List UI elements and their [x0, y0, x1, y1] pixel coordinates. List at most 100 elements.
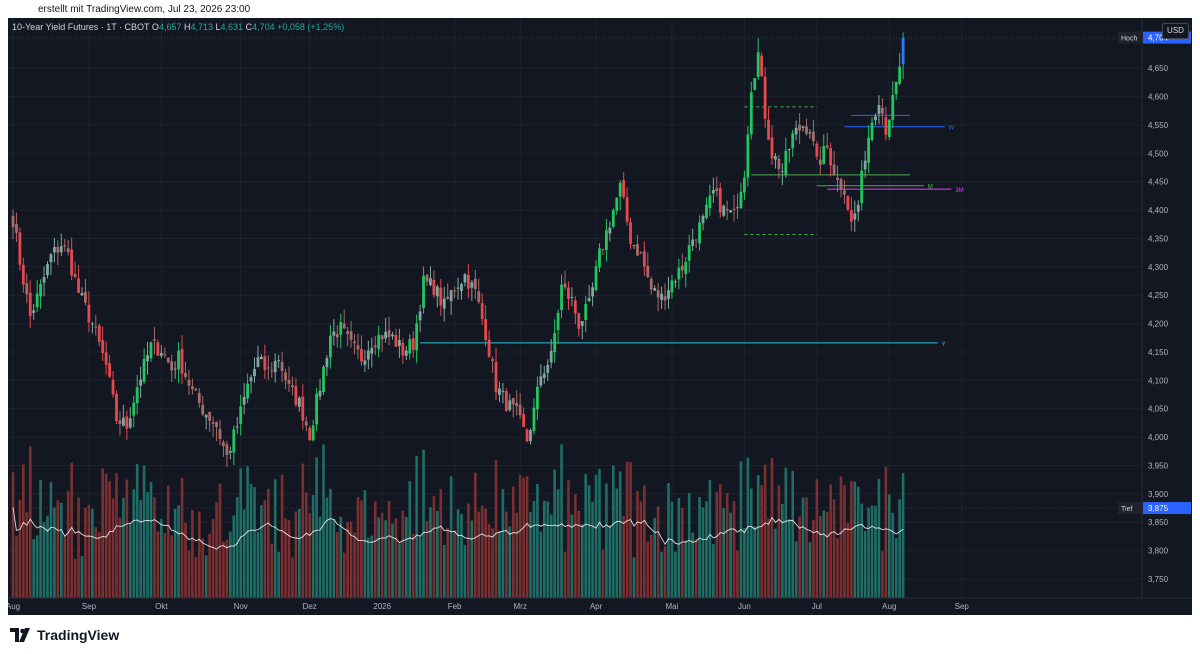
volume-bar — [522, 477, 525, 598]
candle-body — [339, 322, 343, 335]
legend-high-label: H — [183, 22, 191, 32]
candle-body — [370, 347, 374, 354]
time-tick-label: Sep — [82, 602, 97, 611]
time-tick-label: Dez — [303, 602, 317, 611]
price-tick-label: 3,800 — [1148, 547, 1169, 556]
candle-body — [642, 251, 646, 267]
volume-bar — [639, 501, 643, 598]
volume-bar — [94, 527, 98, 598]
volume-bar — [356, 497, 360, 598]
volume-bar — [187, 550, 191, 598]
legend-change: +0,058 (+1,25%) — [277, 22, 345, 32]
time-tick-label: Sep — [955, 602, 970, 611]
candle-body — [70, 249, 74, 276]
volume-bar — [46, 515, 49, 598]
candle-body — [553, 333, 557, 353]
volume-bar — [401, 510, 405, 598]
candle-body — [560, 284, 563, 311]
time-tick-label: Aug — [882, 602, 896, 611]
volume-bar — [801, 497, 805, 598]
price-tick-label: 4,350 — [1148, 234, 1169, 243]
volume-bar — [743, 527, 746, 598]
volume-bar — [653, 517, 656, 598]
candle-body — [387, 330, 391, 338]
volume-bar — [391, 523, 394, 598]
candle-body — [194, 388, 198, 391]
volume-bar — [166, 485, 170, 598]
candle-body — [563, 283, 567, 288]
candle-body — [777, 158, 781, 170]
volume-bar — [491, 528, 494, 598]
volume-bar — [194, 556, 198, 598]
candle-body — [97, 325, 101, 342]
volume-bar — [877, 478, 881, 598]
candle-body — [253, 368, 256, 377]
volume-bar — [701, 507, 705, 598]
candle-body — [794, 127, 798, 135]
candle-body — [743, 177, 746, 193]
volume-bar — [570, 514, 574, 598]
candle-body — [201, 404, 205, 415]
volume-bar — [170, 535, 173, 598]
candle-body — [618, 182, 622, 197]
level-label: 3M — [955, 188, 963, 194]
chart-panel[interactable]: WM3MY4,7004,6504,6004,5504,5004,4504,400… — [8, 18, 1192, 615]
candle-body — [170, 361, 174, 371]
candle-body — [805, 126, 808, 134]
volume-bar — [722, 508, 725, 598]
candle-body — [401, 342, 405, 356]
candle-body — [39, 284, 42, 297]
volume-bar — [874, 505, 877, 598]
level-label: W — [949, 126, 955, 132]
candle-body — [204, 414, 208, 418]
price-tick-label: 3,950 — [1148, 461, 1169, 470]
candle-body — [159, 352, 163, 356]
volume-bar — [77, 497, 80, 598]
candle-body — [90, 323, 94, 325]
volume-bar — [529, 511, 532, 598]
volume-bar — [346, 522, 349, 598]
volume-bar — [625, 461, 629, 598]
volume-bar — [708, 479, 712, 598]
candle-body — [449, 290, 453, 302]
volume-bar — [553, 469, 556, 598]
volume-bar — [377, 517, 380, 598]
volume-bar — [363, 490, 367, 598]
legend-open-label: O — [151, 22, 159, 32]
candle-body — [149, 342, 153, 359]
volume-bar — [484, 508, 487, 598]
volume-bar — [239, 468, 242, 598]
price-tag-value: 3,875 — [1148, 504, 1169, 513]
candle-body — [808, 132, 812, 134]
candle-body — [59, 246, 63, 253]
candle-body — [408, 339, 412, 354]
price-tick-label: 4,600 — [1148, 93, 1169, 102]
time-tick-label: Mai — [666, 602, 679, 611]
price-tick-label: 4,550 — [1148, 121, 1169, 130]
volume-bar — [436, 510, 439, 598]
candle-body — [304, 421, 308, 426]
time-tick-label: Jul — [812, 602, 822, 611]
volume-bar — [160, 518, 163, 598]
candle-body — [360, 348, 363, 362]
candle-body — [718, 188, 722, 213]
candle-body — [311, 425, 315, 441]
candle-body — [818, 159, 822, 165]
volume-bar — [263, 500, 267, 598]
legend-close-value: 4,704 — [252, 22, 275, 32]
candle-body — [901, 37, 905, 65]
candle-body — [622, 180, 626, 197]
volume-bar — [832, 499, 836, 598]
candle-body — [391, 334, 394, 337]
volume-bar — [567, 480, 570, 598]
volume-bar — [677, 498, 681, 598]
volume-bar — [760, 484, 763, 598]
volume-bar — [632, 557, 636, 598]
currency-button[interactable]: USD — [1162, 23, 1189, 39]
price-tag-value-box — [1143, 502, 1191, 515]
candlestick-chart[interactable]: WM3MY4,7004,6504,6004,5504,5004,4504,400… — [8, 18, 1192, 615]
candle-body — [260, 356, 263, 360]
candle-body — [246, 383, 249, 399]
volume-bar — [308, 513, 311, 598]
candle-body — [812, 131, 815, 142]
